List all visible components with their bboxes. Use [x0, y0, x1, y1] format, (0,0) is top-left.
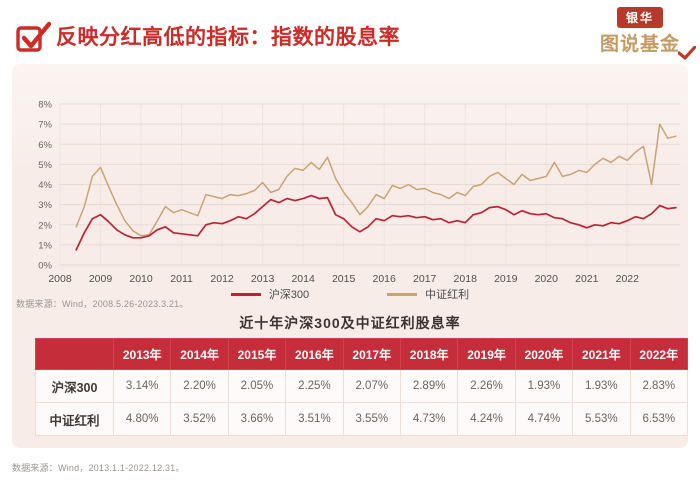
- value-cell: 2.07%: [342, 369, 401, 403]
- y-tick-label: 8%: [38, 100, 52, 111]
- table-header-cell: 2017年: [342, 338, 401, 370]
- x-tick-label: 2013: [251, 273, 275, 285]
- page-title: 反映分红高低的指标：指数的股息率: [56, 26, 400, 49]
- table-header: 2013年 2014年 2015年 2016年 2017年 2018年 2019年 2020年…: [35, 338, 689, 370]
- dividend-table: 2013年 2014年 2015年 2016年 2017年 2018年 2019年 2020年…: [35, 338, 689, 436]
- horizontal-gridlines: [60, 103, 680, 266]
- value-cell: 3.51%: [285, 402, 344, 436]
- value-cell: 2.26%: [457, 369, 516, 403]
- table-row: 沪深300 3.14% 2.20% 2.05% 2.25% 2.07% 2.89% 2.26%…: [35, 369, 689, 403]
- value-cell: 3.66%: [227, 402, 287, 436]
- y-tick-label: 2%: [38, 220, 52, 231]
- value-cell: 3.55%: [342, 402, 401, 436]
- x-tick-label: 2010: [129, 273, 153, 285]
- logo-text: 图说基金: [590, 29, 696, 60]
- value-cell: 4.24%: [457, 402, 516, 436]
- value-cell: 2.20%: [170, 369, 229, 403]
- table-header-cell: 2022年: [629, 338, 689, 370]
- chart-source-note: 数据来源：Wind，2008.5.26-2023.3.21。: [16, 299, 189, 309]
- table-header-cell: 2014年: [170, 338, 229, 370]
- legend-swatch-icon: [387, 292, 418, 296]
- y-tick-label: 1%: [38, 240, 52, 251]
- logo-text-label: 图说基金: [599, 34, 680, 55]
- x-tick-label: 2011: [170, 273, 193, 285]
- y-tick-label: 5%: [38, 160, 52, 171]
- table-header-cell: 2019年: [457, 338, 516, 370]
- x-tick-label: 2017: [413, 273, 437, 285]
- table-header-cell: 2013年: [112, 338, 172, 370]
- x-tick-label: 2022: [616, 273, 640, 285]
- brand-logo: 银华 图说基金: [590, 7, 696, 60]
- value-cell: 2.25%: [285, 369, 344, 403]
- value-cell: 4.73%: [399, 402, 459, 436]
- logo-check-icon: [678, 46, 696, 60]
- value-cell: 1.93%: [514, 369, 574, 403]
- dividend-yield-chart: 0%1%2%3%4%5%6%7%8%2008 2009 2010 2011 2012 20…: [38, 100, 680, 285]
- y-tick-label: 4%: [38, 180, 52, 191]
- row-label-cell: 中证红利: [35, 402, 114, 436]
- y-axis-labels: 0% 1% 2% 3% 4% 5% 6% 7% 8%: [38, 100, 52, 272]
- series-line-0: [75, 123, 677, 237]
- table-header-cell: [35, 338, 114, 370]
- value-cell: 4.74%: [514, 402, 574, 436]
- value-cell: 4.80%: [112, 402, 172, 436]
- x-tick-label: 2021: [575, 273, 599, 285]
- title-checkbox-icon: [16, 21, 52, 52]
- y-tick-label: 3%: [38, 200, 52, 211]
- x-tick-label: 2020: [535, 273, 559, 285]
- series-line-1: [75, 194, 677, 251]
- x-tick-label: 2016: [373, 273, 397, 285]
- x-axis-labels: 2008 2009 2010 2011 2012 2013 2014 2015 2016 2017…: [48, 273, 639, 285]
- value-cell: 3.14%: [112, 369, 172, 403]
- legend-item-0: 沪深300: [230, 286, 310, 302]
- x-tick-label: 2019: [494, 273, 518, 285]
- x-tick-label: 2009: [89, 273, 113, 285]
- chart-legend: 沪深300 中证红利: [12, 286, 688, 302]
- value-cell: 5.53%: [572, 402, 631, 436]
- logo-badge: 银华: [616, 7, 663, 28]
- table-row: 中证红利 4.80% 3.52% 3.66% 3.51% 3.55% 4.73% 4.24% 4…: [35, 402, 689, 436]
- y-tick-label: 6%: [38, 140, 52, 151]
- y-tick-label: 7%: [38, 120, 52, 131]
- table-source-note: 数据来源：Wind，2013.1.1-2022.12.31。: [12, 463, 185, 473]
- value-cell: 6.53%: [629, 402, 689, 436]
- table-title: 近十年沪深300及中证红利股息率: [239, 315, 461, 331]
- table-header-cell: 2016年: [285, 338, 344, 370]
- legend-item-1: 中证红利: [387, 286, 469, 302]
- value-cell: 1.93%: [572, 369, 631, 403]
- chart-card: 0% 1% 2% 3% 4% 5% 6% 7% 8% 2008 2009 2010 2011 2012 20…: [12, 64, 689, 448]
- value-cell: 2.89%: [399, 369, 459, 403]
- legend-label: 沪深300: [268, 289, 310, 301]
- table-header-cell: 2021年: [572, 338, 631, 370]
- legend-label: 中证红利: [425, 289, 470, 301]
- table-header-cell: 2018年: [399, 338, 459, 370]
- x-tick-label: 2018: [454, 273, 478, 285]
- x-tick-label: 2008: [48, 273, 72, 285]
- legend-swatch-icon: [230, 292, 261, 296]
- y-tick-label: 0%: [38, 261, 52, 272]
- x-tick-label: 2014: [291, 273, 315, 285]
- table-header-cell: 2020年: [514, 338, 574, 370]
- value-cell: 3.52%: [170, 402, 229, 436]
- row-label-cell: 沪深300: [35, 369, 114, 403]
- x-tick-label: 2015: [332, 273, 356, 285]
- value-cell: 2.83%: [629, 369, 689, 403]
- table-header-cell: 2015年: [227, 338, 287, 370]
- value-cell: 2.05%: [227, 369, 287, 403]
- x-tick-label: 2012: [210, 273, 234, 285]
